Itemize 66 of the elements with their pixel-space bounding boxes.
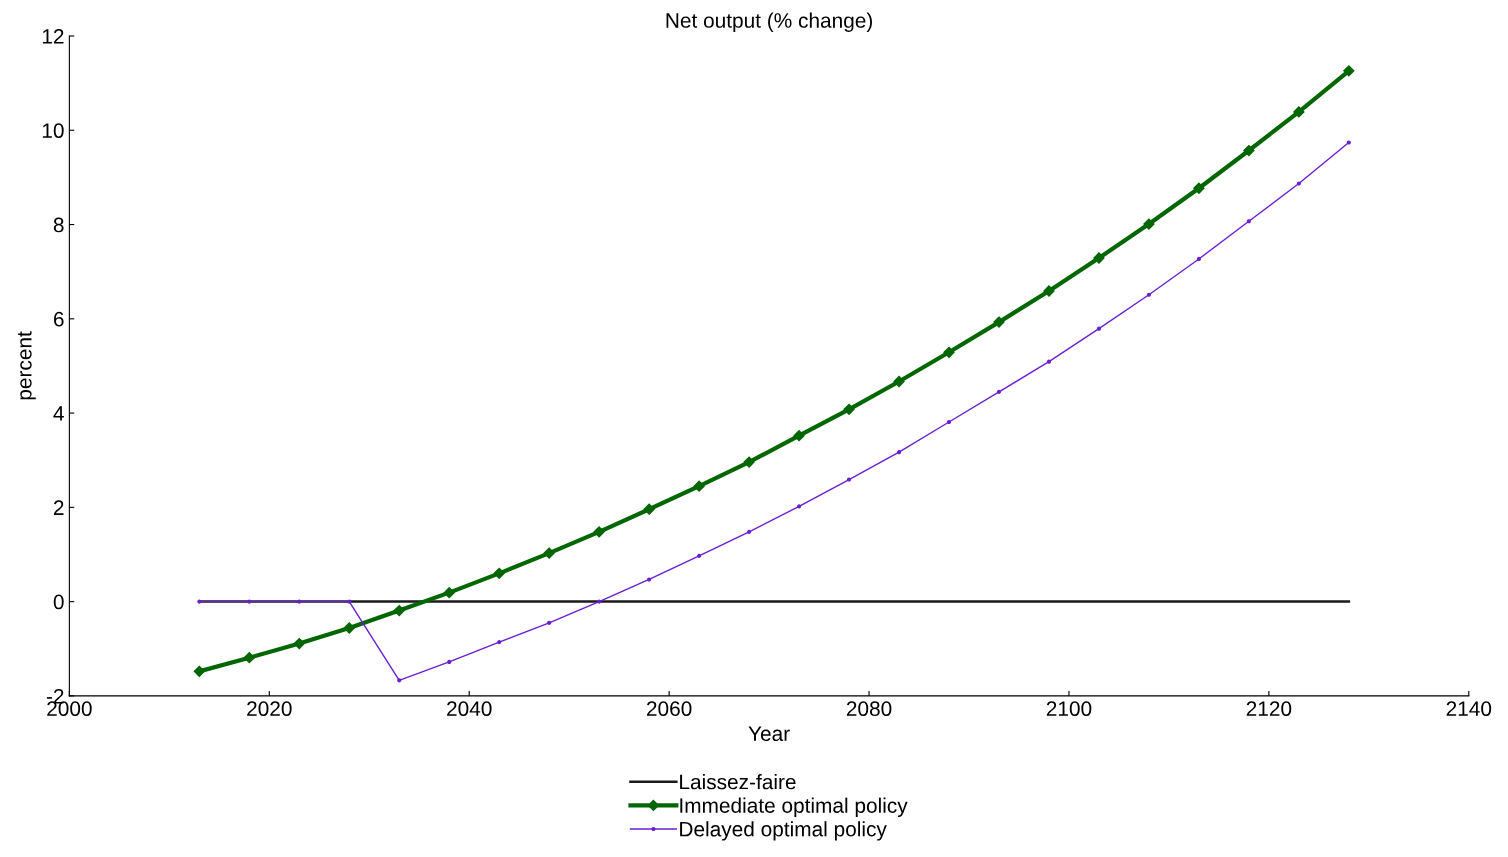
- point: [896, 450, 902, 455]
- x-tick-label: 2100: [1046, 701, 1092, 717]
- y-tick-label: 10: [42, 123, 64, 139]
- point: [743, 456, 755, 468]
- point: [397, 678, 402, 683]
- point: [946, 419, 952, 425]
- point: [796, 504, 802, 509]
- point: [1343, 65, 1355, 77]
- point: [447, 659, 452, 665]
- point: [747, 529, 752, 534]
- point: [697, 553, 702, 558]
- point: [1296, 181, 1301, 186]
- point: [543, 547, 555, 559]
- y-tick-label: 8: [53, 217, 64, 233]
- point: [493, 567, 505, 579]
- point: [497, 640, 502, 645]
- point: [846, 477, 852, 482]
- point: [647, 577, 652, 582]
- x-tick-label: 2060: [647, 701, 692, 717]
- point: [893, 375, 905, 388]
- chart-title: Net output (% change): [666, 12, 873, 32]
- x-tick-label: 2140: [1446, 701, 1492, 717]
- point: [693, 480, 705, 492]
- point: [1143, 218, 1155, 230]
- point: [547, 620, 552, 625]
- point: [443, 587, 455, 599]
- point: [297, 599, 302, 604]
- point: [1246, 219, 1251, 224]
- legend-label: Laissez-faire: [680, 774, 796, 790]
- point: [343, 622, 355, 634]
- y-tick-label: 2: [53, 500, 64, 515]
- point: [347, 599, 352, 604]
- point: [393, 604, 405, 617]
- y-axis-title: percent: [17, 331, 36, 400]
- point: [1293, 106, 1305, 118]
- point: [843, 403, 855, 415]
- point: [996, 389, 1002, 394]
- point: [243, 652, 255, 664]
- point: [1046, 359, 1052, 364]
- y-tick-label: 4: [53, 406, 64, 421]
- legend-label: Immediate optimal policy: [680, 797, 908, 818]
- point: [943, 346, 955, 358]
- point: [643, 503, 655, 515]
- y-tick-label: 0: [53, 594, 64, 610]
- x-tick-label: 2120: [1246, 701, 1292, 717]
- point: [193, 665, 205, 677]
- x-tick-label: 2080: [846, 701, 892, 717]
- point: [197, 599, 202, 604]
- point: [1096, 326, 1102, 331]
- point: [1243, 144, 1255, 157]
- point: [993, 316, 1005, 328]
- x-tick-label: 2020: [247, 701, 292, 717]
- legend-label: Delayed optimal policy: [680, 821, 887, 841]
- x-axis-title: Year: [748, 726, 790, 742]
- point: [593, 526, 605, 538]
- point: [597, 599, 602, 604]
- point: [1196, 256, 1201, 262]
- x-tick-label: 2040: [447, 701, 492, 717]
- point: [247, 599, 252, 604]
- point: [1193, 182, 1205, 194]
- point: [1346, 140, 1351, 145]
- point: [293, 637, 305, 650]
- point: [793, 430, 805, 442]
- point: [1146, 292, 1152, 297]
- y-tick-label: 6: [53, 311, 64, 327]
- y-tick-label: 12: [42, 29, 64, 44]
